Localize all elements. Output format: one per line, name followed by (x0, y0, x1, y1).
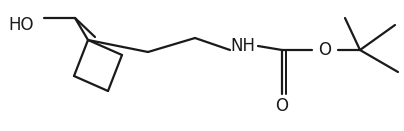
Text: O: O (318, 41, 332, 59)
Text: NH: NH (231, 37, 255, 55)
Text: O: O (276, 97, 288, 115)
Text: HO: HO (8, 16, 34, 34)
